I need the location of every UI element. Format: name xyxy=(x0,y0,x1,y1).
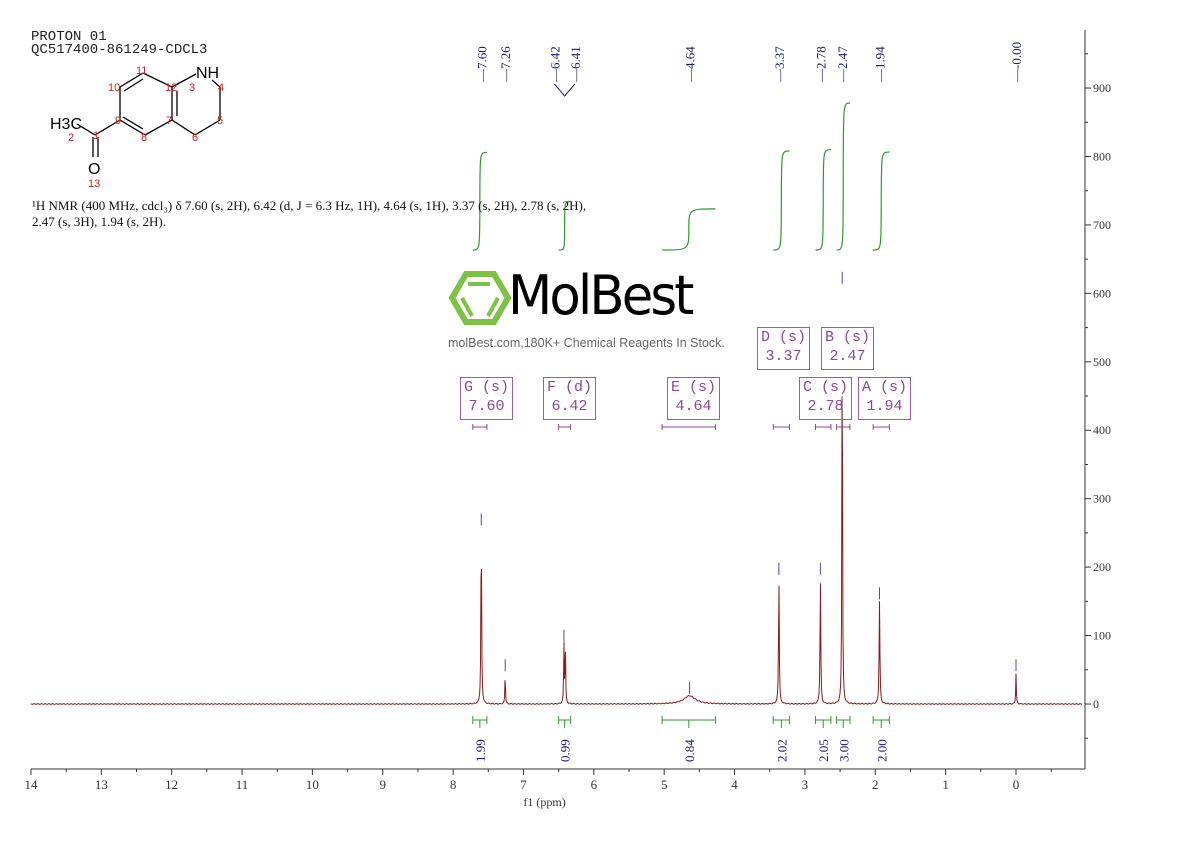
oxygen-atom: O xyxy=(88,161,100,178)
y-tick-label: 800 xyxy=(1093,149,1111,163)
atom-number: 6 xyxy=(192,132,198,144)
atom-number: 7 xyxy=(166,115,172,127)
integral-value: 1.99 xyxy=(473,739,488,762)
integral-value: 2.05 xyxy=(816,739,831,762)
atom-number: 2 xyxy=(68,132,74,144)
x-tick-label: 9 xyxy=(380,777,387,792)
multiplet-box: F (d) 6.42 xyxy=(543,377,596,420)
peak-label: —2.47 xyxy=(835,46,850,83)
atom-number: 5 xyxy=(217,115,223,127)
atom-number: 8 xyxy=(141,132,147,144)
atom-number: 11 xyxy=(136,65,147,77)
integral-curve xyxy=(836,102,850,251)
integral-value: 2.02 xyxy=(774,739,789,762)
multiplet-shift: 7.60 xyxy=(468,398,505,415)
integral-value: 0.84 xyxy=(682,739,697,762)
y-tick-label: 0 xyxy=(1093,697,1099,711)
x-tick-label: 7 xyxy=(520,777,527,792)
x-tick-label: 2 xyxy=(872,777,879,792)
atom-number: 12 xyxy=(165,82,177,94)
y-tick-label: 400 xyxy=(1093,423,1111,437)
y-tick-label: 100 xyxy=(1093,629,1111,643)
peak-label: —6.42 xyxy=(547,46,562,83)
multiplet-label: B (s) xyxy=(824,329,870,346)
integral-curve xyxy=(773,150,790,251)
integral-curve xyxy=(873,151,890,251)
multiplet-label: E (s) xyxy=(670,379,716,396)
x-tick-label: 13 xyxy=(95,777,108,792)
experiment-name: PROTON 01 xyxy=(31,29,107,45)
multiplet-shift: 2.78 xyxy=(807,398,844,415)
x-tick-label: 4 xyxy=(731,777,738,792)
molbest-logo-icon xyxy=(448,271,512,325)
sample-id: QC517400-861249-CDCL3 xyxy=(31,42,208,58)
x-tick-label: 5 xyxy=(661,777,668,792)
y-tick-label: 200 xyxy=(1093,560,1111,574)
y-tick-label: 500 xyxy=(1093,355,1111,369)
y-tick-label: 600 xyxy=(1093,286,1111,300)
multiplet-box: A (s) 1.94 xyxy=(858,377,911,420)
atom-number: 3 xyxy=(189,82,195,94)
multiplet-label: D (s) xyxy=(760,329,806,346)
integral-curve xyxy=(472,151,487,251)
peak-label: —4.64 xyxy=(683,46,698,83)
multiplet-box: D (s) 3.37 xyxy=(757,327,810,370)
multiplet-box: B (s) 2.47 xyxy=(821,327,874,370)
x-tick-label: 12 xyxy=(165,777,178,792)
peak-label: —3.37 xyxy=(772,46,787,83)
x-tick-label: 6 xyxy=(591,777,598,792)
integral-value: 3.00 xyxy=(836,739,851,762)
peak-label: —1.94 xyxy=(873,46,888,83)
watermark-tagline: molBest.com,180K+ Chemical Reagents In S… xyxy=(448,336,725,350)
integral-value: 0.99 xyxy=(558,739,573,762)
multiplet-box: G (s) 7.60 xyxy=(460,377,513,420)
multiplet-box: C (s) 2.78 xyxy=(799,377,852,420)
x-tick-label: 0 xyxy=(1013,777,1020,792)
integral-value: 2.00 xyxy=(874,739,889,762)
x-tick-label: 14 xyxy=(24,777,38,792)
multiplet-label: A (s) xyxy=(861,379,907,396)
atom-number: 1 xyxy=(93,130,99,142)
x-tick-label: 3 xyxy=(802,777,809,792)
atom-number: 10 xyxy=(108,82,120,94)
multiplet-box: E (s) 4.64 xyxy=(667,377,720,420)
x-tick-label: 8 xyxy=(450,777,457,792)
x-tick-label: 10 xyxy=(306,777,319,792)
nmr-summary-text: ¹H NMR (400 MHz, cdcl₃) δ 7.60 (s, 2H), … xyxy=(32,198,587,229)
multiplet-label: G (s) xyxy=(463,379,509,396)
peak-label: —7.26 xyxy=(498,46,513,83)
y-tick-label: 900 xyxy=(1093,81,1111,95)
multiplet-shift: 4.64 xyxy=(675,398,712,415)
multiplet-shift: 3.37 xyxy=(765,348,802,365)
spectrum-header: PROTON 01 QC517400-861249-CDCL3 xyxy=(31,29,208,58)
x-tick-label: 11 xyxy=(236,777,249,792)
atom-number: 4 xyxy=(218,82,224,94)
x-axis-label: f1 (ppm) xyxy=(523,795,565,809)
multiplet-label: C (s) xyxy=(802,379,848,396)
atom-number: 13 xyxy=(88,178,100,190)
chemical-structure: NH H3C O 1 2 3 4 5 6 7 8 9 10 11 12 13 xyxy=(50,65,224,190)
spectrum-trace xyxy=(30,396,1083,705)
nh-atom: NH xyxy=(196,65,219,82)
peak-label: —7.60 xyxy=(474,46,489,83)
multiplet-shift: 2.47 xyxy=(829,348,866,365)
multiplet-shift: 1.94 xyxy=(866,398,903,415)
methyl-atom: H3C xyxy=(50,116,82,133)
multiplet-label: F (d) xyxy=(546,379,592,396)
integral-curve xyxy=(662,208,716,251)
peak-label-connector xyxy=(554,83,576,97)
integral-curve xyxy=(815,148,831,251)
peak-label: —6.41 xyxy=(568,46,583,83)
peak-label: —-0.00 xyxy=(1009,42,1024,83)
peak-label: —2.78 xyxy=(813,46,828,83)
watermark-brand: MolBest xyxy=(508,264,694,327)
integral-curve xyxy=(558,200,571,251)
y-tick-label: 300 xyxy=(1093,492,1111,506)
multiplet-shift: 6.42 xyxy=(551,398,588,415)
atom-number: 9 xyxy=(115,115,121,127)
x-tick-label: 1 xyxy=(942,777,949,792)
y-tick-label: 700 xyxy=(1093,218,1111,232)
